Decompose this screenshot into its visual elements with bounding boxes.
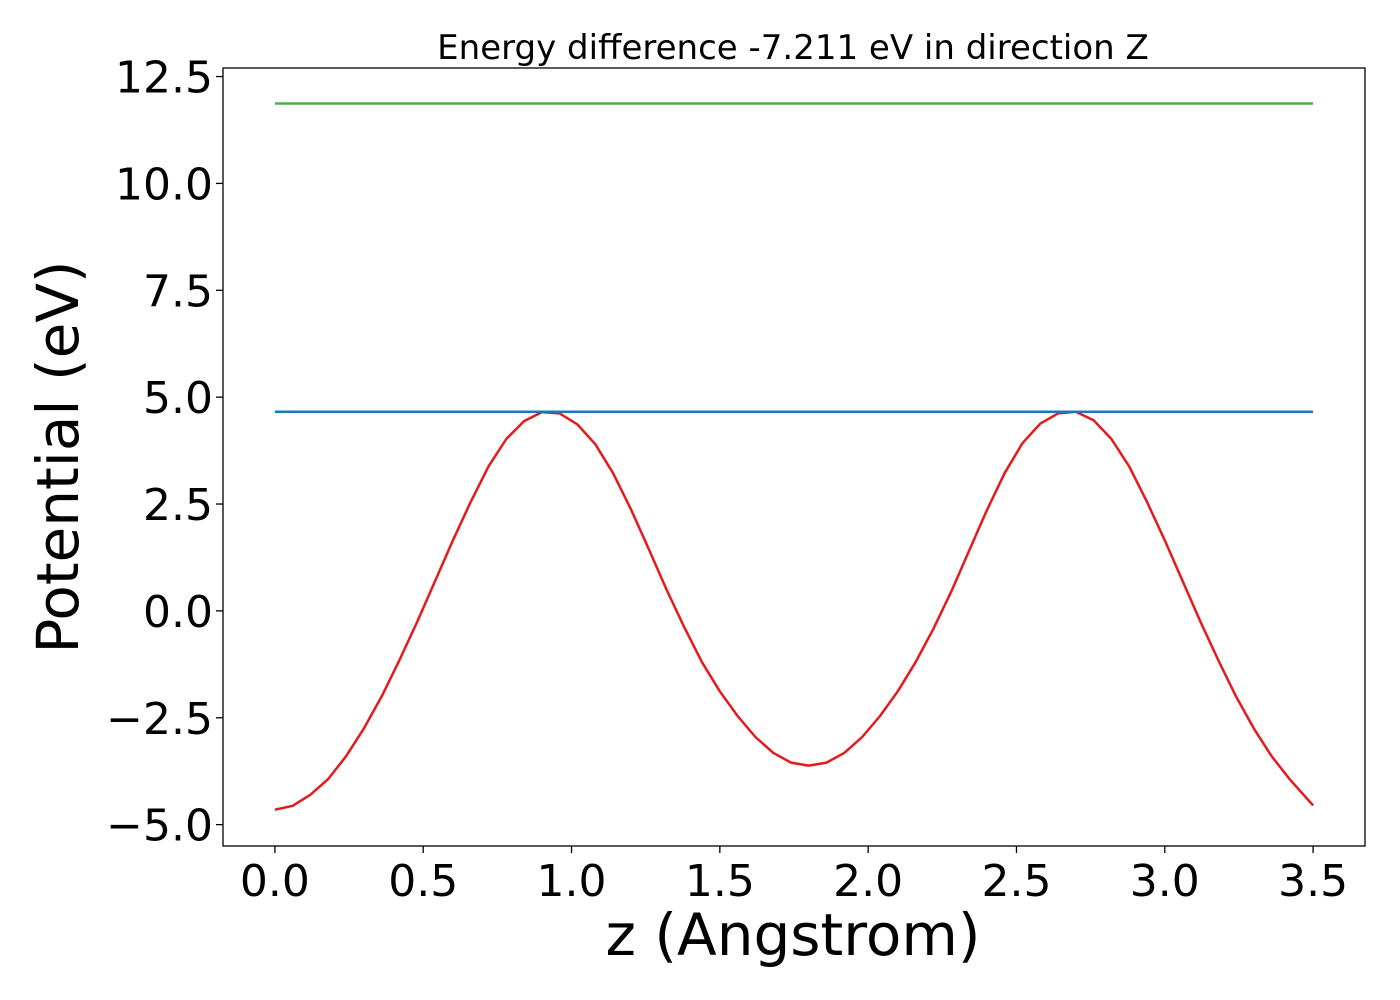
x-tick-label: 2.5 xyxy=(981,856,1051,907)
x-tick-label: 0.5 xyxy=(388,856,458,907)
y-tick-label: 7.5 xyxy=(143,266,213,317)
x-tick-label: 3.0 xyxy=(1130,856,1200,907)
x-tick-label: 1.0 xyxy=(537,856,607,907)
y-axis-label: Potential (eV) xyxy=(24,260,92,653)
x-axis-label: z (Angstrom) xyxy=(606,901,981,969)
series-line-potential xyxy=(274,410,1315,811)
x-tick-label: 0.0 xyxy=(240,856,310,907)
series-layer xyxy=(274,102,1315,811)
y-tick-label: 0.0 xyxy=(143,587,213,638)
chart-title: Energy difference -7.211 eV in direction… xyxy=(437,28,1149,68)
y-tick-label: 5.0 xyxy=(143,373,213,424)
y-tick-label: 10.0 xyxy=(115,159,213,210)
x-tick-label: 3.5 xyxy=(1278,856,1348,907)
y-tick-label: −2.5 xyxy=(106,694,213,745)
x-tick-label: 2.0 xyxy=(833,856,903,907)
y-tick-label: 12.5 xyxy=(115,53,213,104)
x-axis: 0.0 0.5 1.0 1.5 2.0 2.5 3.0 3.5 xyxy=(240,846,1348,907)
y-tick-label: 2.5 xyxy=(143,480,213,531)
plot-frame xyxy=(222,67,1366,847)
x-tick-label: 1.5 xyxy=(685,856,755,907)
y-axis: −5.0 −2.5 0.0 2.5 5.0 7.5 10.0 12.5 xyxy=(106,53,223,852)
y-tick-label: −5.0 xyxy=(106,801,213,852)
